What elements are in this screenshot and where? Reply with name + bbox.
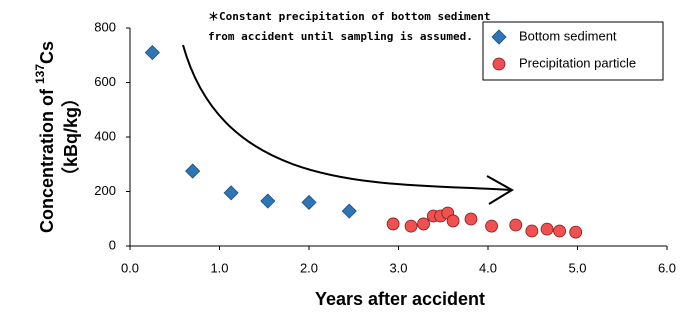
legend-marker [492,57,506,71]
x-tick-label: 5.0 [568,260,586,275]
y-tick-label: 0 [109,237,116,252]
isotope-mass: 137 [33,64,47,84]
marker-diamond [260,193,276,209]
arrow [182,44,512,191]
marker-diamond [341,203,357,219]
y-axis-title: Concentration of 137Cs （kBq/kg） [33,41,81,233]
marker-diamond [301,194,317,210]
annotation: from accident until sampling is assumed. [208,30,473,43]
y-axis-title-text: Concentration of [37,88,57,233]
annotation: ＊Constant precipitation of bottom sedime… [208,10,491,23]
marker-circle [569,225,583,239]
y-tick-label: 800 [94,19,116,34]
marker-circle [525,224,539,238]
x-tick-label: 1.0 [210,260,228,275]
legend-label: Precipitation particle [519,55,636,70]
marker-circle [553,224,566,238]
legend-marker [491,29,507,45]
marker-diamond [223,185,239,201]
x-axis-title: Years after accident [315,289,485,309]
y-axis-title-line: Concentration of 137Cs [33,41,57,233]
y-tick-label: 400 [94,128,116,143]
x-tick-label: 4.0 [479,260,497,275]
marker-circle [446,214,460,228]
marker-circle [386,217,400,231]
y-axis-unit: （kBq/kg） [61,89,81,185]
marker-circle [540,222,554,236]
marker-diamond [144,44,160,61]
legend-label: Bottom sediment [519,28,617,43]
arrow-head [486,175,514,205]
x-tick-label: 0.0 [121,260,139,275]
y-tick-label: 200 [94,183,116,198]
marker-circle [404,219,418,233]
marker-diamond [185,163,201,179]
marker-circle [509,218,523,232]
marker-circle [417,217,430,231]
x-tick-label: 6.0 [658,260,676,275]
isotope: Cs [37,41,57,64]
x-tick-label: 2.0 [300,260,318,275]
marker-circle [464,212,478,226]
marker-circle [485,219,498,233]
y-tick-label: 600 [94,74,116,89]
legend-box [482,21,664,81]
x-tick-label: 3.0 [389,260,407,275]
